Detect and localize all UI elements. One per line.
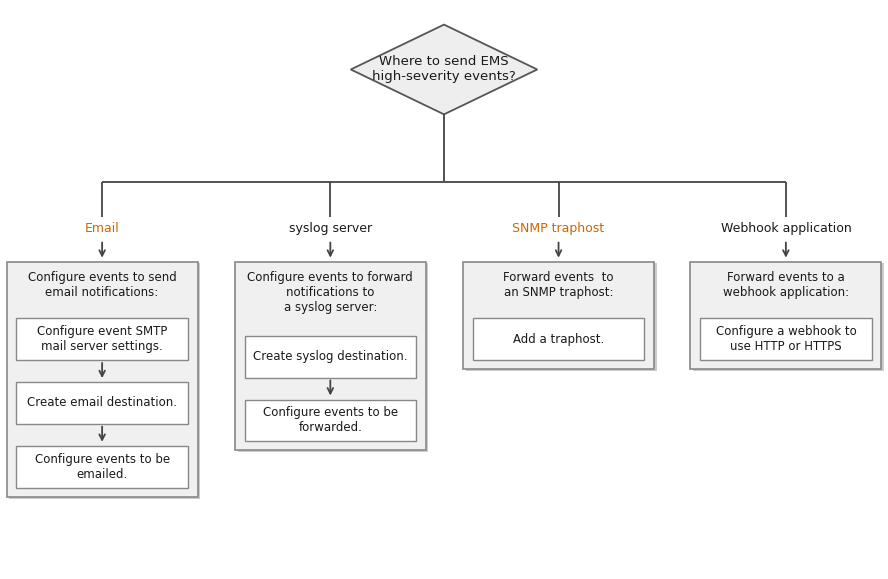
FancyBboxPatch shape [7, 262, 197, 497]
Text: SNMP traphost: SNMP traphost [512, 222, 605, 234]
FancyBboxPatch shape [238, 263, 428, 452]
Polygon shape [351, 24, 537, 115]
FancyBboxPatch shape [234, 262, 426, 450]
Text: Configure event SMTP
mail server settings.: Configure event SMTP mail server setting… [37, 325, 167, 353]
Text: syslog server: syslog server [289, 222, 372, 234]
FancyBboxPatch shape [700, 318, 871, 360]
Text: Configure events to forward
notifications to
a syslog server:: Configure events to forward notification… [248, 271, 413, 314]
Text: Configure events to be
emailed.: Configure events to be emailed. [35, 453, 170, 481]
Text: Webhook application: Webhook application [720, 222, 852, 234]
Text: Configure events to send
email notifications:: Configure events to send email notificat… [28, 271, 177, 299]
FancyBboxPatch shape [693, 263, 884, 371]
Text: Where to send EMS
high-severity events?: Where to send EMS high-severity events? [372, 56, 516, 83]
FancyBboxPatch shape [465, 263, 656, 371]
Text: Configure events to be
forwarded.: Configure events to be forwarded. [263, 406, 398, 434]
FancyBboxPatch shape [17, 382, 188, 424]
FancyBboxPatch shape [17, 446, 188, 488]
Text: Forward events to a
webhook application:: Forward events to a webhook application: [723, 271, 849, 299]
FancyBboxPatch shape [10, 263, 200, 499]
FancyBboxPatch shape [17, 318, 188, 360]
Text: Add a traphost.: Add a traphost. [513, 333, 604, 346]
FancyBboxPatch shape [464, 262, 654, 369]
FancyBboxPatch shape [472, 318, 645, 360]
FancyBboxPatch shape [244, 400, 416, 441]
FancyBboxPatch shape [244, 336, 416, 378]
Text: Create email destination.: Create email destination. [28, 397, 177, 409]
Text: Email: Email [84, 222, 120, 234]
FancyBboxPatch shape [691, 262, 881, 369]
Text: Forward events  to
an SNMP traphost:: Forward events to an SNMP traphost: [503, 271, 614, 299]
Text: Configure a webhook to
use HTTP or HTTPS: Configure a webhook to use HTTP or HTTPS [716, 325, 856, 353]
Text: Create syslog destination.: Create syslog destination. [253, 350, 408, 363]
